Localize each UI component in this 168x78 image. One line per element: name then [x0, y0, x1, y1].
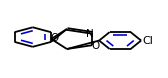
Text: O: O	[50, 33, 58, 43]
Text: O: O	[91, 41, 99, 51]
Text: N: N	[86, 29, 93, 39]
Text: Cl: Cl	[142, 36, 153, 46]
